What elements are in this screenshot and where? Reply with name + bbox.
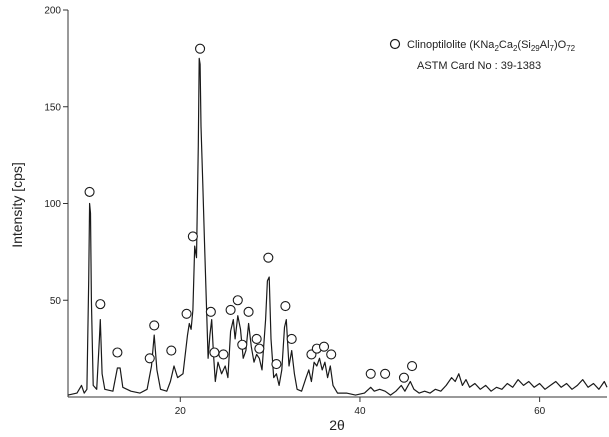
peak-marker: [95, 299, 106, 310]
peak-marker: [205, 306, 216, 317]
peak-marker: [286, 333, 297, 345]
peak-marker: [254, 343, 265, 354]
peak-marker: [144, 353, 155, 364]
peak-marker: [398, 372, 410, 383]
peak-marker: [149, 320, 160, 331]
peak-marker: [166, 345, 177, 356]
peak-marker: [84, 186, 95, 197]
legend-sub-3: 29: [531, 44, 540, 53]
legend-sub-5: 72: [566, 44, 575, 53]
peak-marker: [112, 347, 123, 358]
peak-marker: [232, 295, 243, 306]
y-axis-title: Intensity [cps]: [9, 162, 25, 248]
y-axis-ticks: 50 100 150 200: [44, 6, 68, 307]
peak-marker: [195, 43, 206, 54]
series-line: [67, 57, 608, 396]
peak-marker: [251, 333, 262, 345]
legend-name-prefix: Clinoptilolite (KNa: [407, 39, 495, 51]
legend-sub-4: 7: [550, 44, 555, 53]
peak-marker: [365, 368, 376, 379]
x-tick-label: 60: [534, 406, 546, 417]
peak-marker: [225, 304, 236, 315]
peak-marker: [271, 359, 282, 370]
x-tick-label: 40: [354, 406, 366, 417]
peak-marker: [318, 341, 330, 352]
x-axis-ticks: 20 40 60: [175, 397, 546, 417]
y-tick-label: 100: [44, 199, 61, 210]
legend: Clinoptilolite (KNa2Ca2(Si29Al7)O72 ASTM…: [389, 38, 576, 72]
legend-card-number: ASTM Card No : 39-1383: [417, 60, 541, 72]
legend-sub-2: 2: [513, 44, 518, 53]
peak-marker: [209, 347, 220, 358]
peak-marker: [243, 306, 254, 317]
x-tick-label: 20: [175, 406, 187, 417]
peak-marker: [263, 252, 274, 263]
peak-marker: [181, 308, 192, 319]
legend-marker: [389, 38, 401, 50]
x-axis-title: 2θ: [329, 417, 345, 433]
peak-marker: [380, 368, 391, 379]
peak-marker: [237, 339, 248, 350]
y-tick-label: 150: [44, 102, 61, 113]
legend-name-mid-1: Ca: [499, 39, 514, 51]
peak-markers: [84, 43, 418, 383]
peak-marker: [187, 231, 198, 242]
legend-name-mid-3: Al: [540, 39, 550, 51]
y-tick-label: 200: [44, 6, 61, 17]
peak-marker: [218, 349, 229, 360]
legend-name-mid-2: (Si: [517, 39, 530, 51]
legend-compound-name: Clinoptilolite (KNa2Ca2(Si29Al7)O72: [407, 39, 576, 53]
legend-sub-1: 2: [494, 44, 499, 53]
peak-marker: [280, 301, 291, 312]
y-tick-label: 50: [50, 296, 62, 307]
peak-marker: [407, 360, 418, 372]
legend-name-mid-4: )O: [554, 39, 567, 51]
peak-marker: [326, 349, 337, 360]
